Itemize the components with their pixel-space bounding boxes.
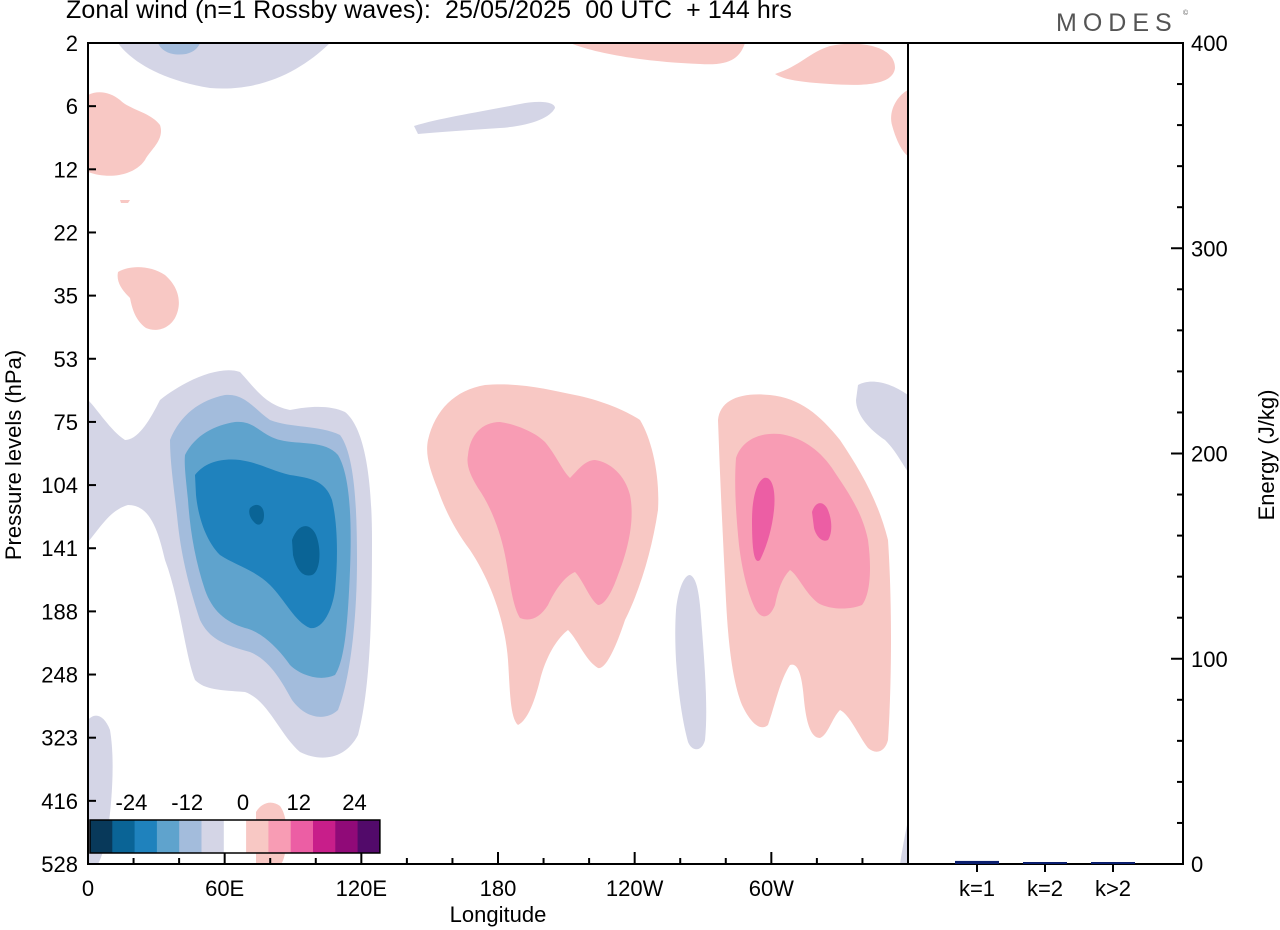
brand-copyright-mark: © bbox=[1183, 10, 1189, 17]
y-tick-label: 528 bbox=[41, 852, 78, 877]
x-tick-label: 60E bbox=[205, 876, 244, 901]
energy-category-label: k=2 bbox=[1027, 876, 1063, 901]
contour-field bbox=[88, 43, 908, 864]
colorbar-swatch bbox=[357, 820, 381, 853]
y-tick-label: 12 bbox=[54, 157, 78, 182]
energy-bars: k=1 k=2 k>2 bbox=[955, 860, 1135, 901]
energy-frame bbox=[907, 42, 1184, 865]
y-axis-label: Pressure levels (hPa) bbox=[1, 350, 26, 560]
contour-pos-rightedge bbox=[891, 90, 908, 156]
x-tick-label: 180 bbox=[480, 876, 517, 901]
colorbar-tick-label: 24 bbox=[342, 790, 366, 815]
contour-pos-left2 bbox=[117, 267, 179, 330]
energy-tick-label: 200 bbox=[1191, 442, 1228, 467]
colorbar-swatch bbox=[335, 820, 359, 853]
chart-title: Zonal wind (n=1 Rossby waves): 25/05/202… bbox=[66, 0, 792, 24]
colorbar-swatch bbox=[313, 820, 336, 853]
contour-pos-left1 bbox=[88, 92, 162, 176]
colorbar-tick-label: 0 bbox=[237, 790, 249, 815]
contour-neg-l1 bbox=[118, 43, 330, 89]
energy-axis-label: Energy (J/kg) bbox=[1254, 390, 1279, 521]
contour-neg-streak-2 bbox=[675, 575, 707, 750]
y-tick-label: 323 bbox=[41, 726, 78, 751]
energy-category-label: k>2 bbox=[1095, 876, 1131, 901]
y-tick-label: 141 bbox=[41, 536, 78, 561]
energy-tick-label: 100 bbox=[1191, 647, 1228, 672]
colorbar-swatch bbox=[90, 820, 113, 853]
contour-neg-main-l4 bbox=[195, 459, 337, 629]
y-tick-label: 6 bbox=[66, 94, 78, 119]
contour-pos-mid-l2 bbox=[467, 422, 632, 620]
colorbar-swatch bbox=[179, 820, 202, 853]
colorbar-frame bbox=[89, 819, 381, 854]
colorbar-swatch bbox=[134, 820, 158, 853]
y-tick-label: 22 bbox=[54, 220, 78, 245]
energy-bar bbox=[1091, 862, 1135, 864]
x-tick-label: 60W bbox=[749, 876, 794, 901]
x-tick-label: 120E bbox=[336, 876, 387, 901]
y-tick-label: 248 bbox=[41, 663, 78, 688]
contour-pos-topright bbox=[775, 43, 895, 85]
energy-bar bbox=[1023, 862, 1067, 864]
contour-neg-rightedge bbox=[856, 381, 908, 472]
energy-axis: 0 100 200 300 400 bbox=[1171, 31, 1228, 877]
colorbar-swatch bbox=[156, 820, 180, 853]
brand-logo: MODES bbox=[1056, 9, 1178, 37]
y-tick-label: 35 bbox=[54, 284, 78, 309]
contour-pos-top bbox=[570, 43, 745, 65]
x-axis-label: Longitude bbox=[450, 902, 547, 927]
colorbar-swatch bbox=[290, 820, 314, 853]
y-tick-label: 2 bbox=[66, 31, 78, 56]
contour-pos-core-2 bbox=[812, 503, 832, 541]
colorbar-tick-label: -12 bbox=[171, 790, 203, 815]
colorbar: -24 -12 0 12 24 bbox=[89, 790, 381, 854]
contour-neg-core-1 bbox=[249, 504, 264, 525]
contour-pos-core-1 bbox=[752, 477, 775, 561]
contour-pos-dot bbox=[120, 200, 130, 203]
energy-category-label: k=1 bbox=[959, 876, 995, 901]
y-tick-label: 104 bbox=[41, 473, 78, 498]
contour-neg-bottomright bbox=[900, 820, 908, 864]
colorbar-tick-label: -24 bbox=[116, 790, 148, 815]
y-tick-label: 416 bbox=[41, 789, 78, 814]
y-tick-label: 188 bbox=[41, 599, 78, 624]
colorbar-swatch bbox=[201, 820, 225, 853]
longitude-axis: 0 60E 120E 180 120W 60W bbox=[82, 852, 909, 901]
energy-bar bbox=[955, 860, 999, 864]
colorbar-tick-label: 12 bbox=[286, 790, 310, 815]
contour-neg-l2 bbox=[158, 43, 200, 55]
energy-tick-label: 300 bbox=[1191, 236, 1228, 261]
x-tick-label: 120W bbox=[606, 876, 664, 901]
pressure-axis: 2 6 12 22 35 53 75 104 141 188 248 323 416 528 bbox=[41, 31, 96, 877]
x-tick-label: 0 bbox=[82, 876, 94, 901]
contour-neg-core-2 bbox=[292, 526, 320, 576]
y-tick-label: 75 bbox=[54, 410, 78, 435]
energy-tick-label: 400 bbox=[1191, 31, 1228, 56]
energy-tick-label: 0 bbox=[1191, 852, 1203, 877]
colorbar-swatch bbox=[268, 820, 292, 853]
y-tick-label: 53 bbox=[54, 347, 78, 372]
colorbar-swatch bbox=[223, 820, 247, 853]
colorbar-swatch bbox=[246, 820, 269, 853]
contour-neg-streak bbox=[414, 101, 555, 134]
colorbar-swatch bbox=[112, 820, 136, 853]
